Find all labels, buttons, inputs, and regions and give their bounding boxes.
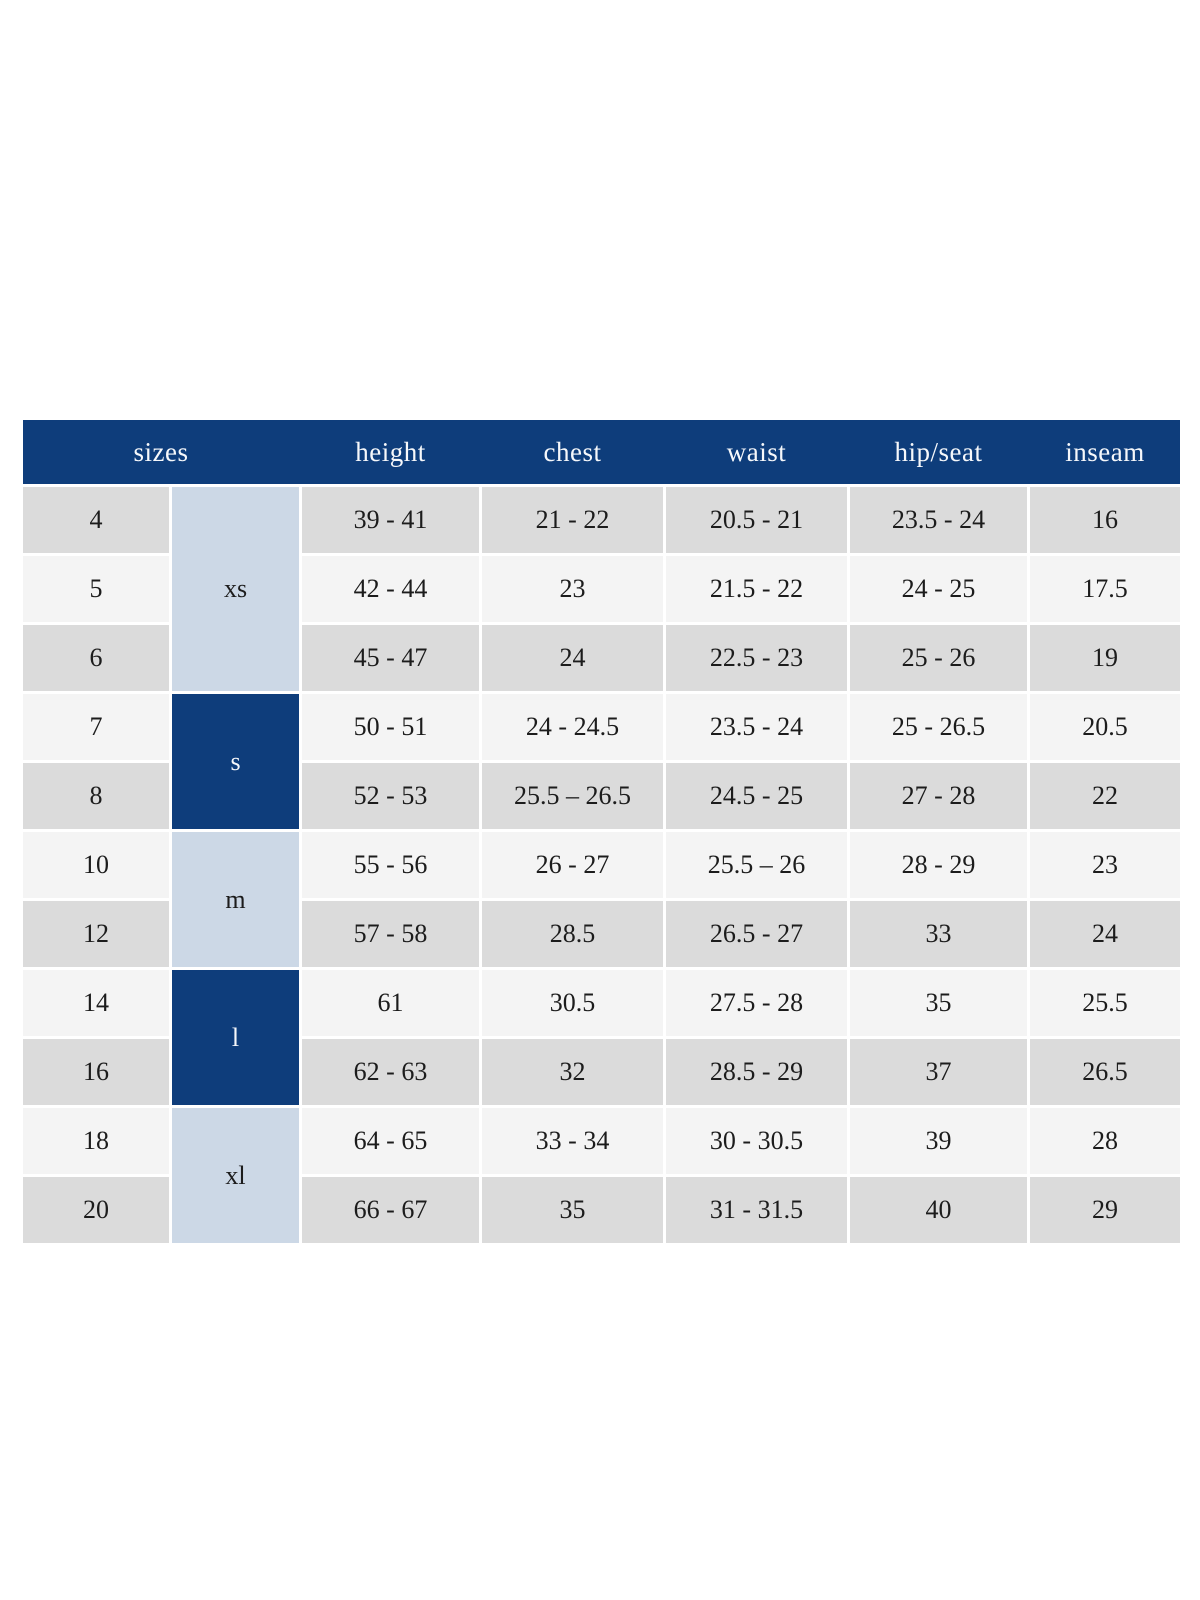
cell-waist: 27.5 - 28 — [666, 970, 847, 1036]
cell-chest: 30.5 — [482, 970, 663, 1036]
cell-inseam: 16 — [1030, 487, 1180, 553]
cell-inseam: 17.5 — [1030, 556, 1180, 622]
cell-chest: 24 — [482, 625, 663, 691]
cell-hip-seat: 37 — [850, 1039, 1027, 1105]
cell-size: 8 — [23, 763, 169, 829]
cell-size: 14 — [23, 970, 169, 1036]
size-chart-table: sizes height chest waist hip/seat inseam… — [23, 420, 1180, 1243]
cell-height: 52 - 53 — [302, 763, 479, 829]
cell-size: 16 — [23, 1039, 169, 1105]
cell-height: 55 - 56 — [302, 832, 479, 898]
cell-hip-seat: 24 - 25 — [850, 556, 1027, 622]
cell-inseam: 25.5 — [1030, 970, 1180, 1036]
size-group-cell-m: m — [172, 832, 299, 967]
cell-chest: 24 - 24.5 — [482, 694, 663, 760]
cell-chest: 28.5 — [482, 901, 663, 967]
cell-waist: 25.5 – 26 — [666, 832, 847, 898]
cell-chest: 21 - 22 — [482, 487, 663, 553]
size-group-cell-xs: xs — [172, 487, 299, 691]
cell-chest: 25.5 – 26.5 — [482, 763, 663, 829]
cell-hip-seat: 33 — [850, 901, 1027, 967]
cell-height: 39 - 41 — [302, 487, 479, 553]
cell-waist: 23.5 - 24 — [666, 694, 847, 760]
table-header-grid: sizes height chest waist hip/seat inseam — [23, 420, 1180, 484]
cell-size: 12 — [23, 901, 169, 967]
size-group-cell-l: l — [172, 970, 299, 1105]
cell-inseam: 23 — [1030, 832, 1180, 898]
cell-size: 18 — [23, 1108, 169, 1174]
cell-height: 50 - 51 — [302, 694, 479, 760]
cell-waist: 31 - 31.5 — [666, 1177, 847, 1243]
column-header-height: height — [355, 436, 426, 467]
cell-size: 20 — [23, 1177, 169, 1243]
cell-height: 66 - 67 — [302, 1177, 479, 1243]
cell-height: 64 - 65 — [302, 1108, 479, 1174]
cell-waist: 24.5 - 25 — [666, 763, 847, 829]
cell-waist: 26.5 - 27 — [666, 901, 847, 967]
cell-size: 6 — [23, 625, 169, 691]
cell-chest: 33 - 34 — [482, 1108, 663, 1174]
size-group-cell-xl: xl — [172, 1108, 299, 1243]
cell-height: 61 — [302, 970, 479, 1036]
size-group-cell-s: s — [172, 694, 299, 829]
cell-hip-seat: 28 - 29 — [850, 832, 1027, 898]
column-header-waist: waist — [726, 436, 787, 467]
cell-size: 4 — [23, 487, 169, 553]
column-header-sizes: sizes — [133, 436, 189, 467]
table-header-row: sizes height chest waist hip/seat inseam — [23, 420, 1180, 484]
cell-hip-seat: 40 — [850, 1177, 1027, 1243]
cell-inseam: 19 — [1030, 625, 1180, 691]
cell-chest: 35 — [482, 1177, 663, 1243]
cell-chest: 32 — [482, 1039, 663, 1105]
cell-hip-seat: 35 — [850, 970, 1027, 1036]
cell-hip-seat: 25 - 26 — [850, 625, 1027, 691]
column-header-inseam: inseam — [1065, 436, 1145, 467]
column-header-hip-seat: hip/seat — [894, 436, 983, 467]
cell-size: 7 — [23, 694, 169, 760]
cell-height: 45 - 47 — [302, 625, 479, 691]
cell-height: 42 - 44 — [302, 556, 479, 622]
cell-waist: 22.5 - 23 — [666, 625, 847, 691]
cell-waist: 30 - 30.5 — [666, 1108, 847, 1174]
cell-inseam: 29 — [1030, 1177, 1180, 1243]
cell-waist: 20.5 - 21 — [666, 487, 847, 553]
cell-hip-seat: 39 — [850, 1108, 1027, 1174]
cell-inseam: 28 — [1030, 1108, 1180, 1174]
cell-hip-seat: 23.5 - 24 — [850, 487, 1027, 553]
cell-chest: 23 — [482, 556, 663, 622]
cell-height: 57 - 58 — [302, 901, 479, 967]
cell-waist: 21.5 - 22 — [666, 556, 847, 622]
cell-inseam: 24 — [1030, 901, 1180, 967]
cell-waist: 28.5 - 29 — [666, 1039, 847, 1105]
cell-hip-seat: 27 - 28 — [850, 763, 1027, 829]
cell-inseam: 20.5 — [1030, 694, 1180, 760]
column-header-chest: chest — [543, 436, 602, 467]
cell-inseam: 26.5 — [1030, 1039, 1180, 1105]
cell-chest: 26 - 27 — [482, 832, 663, 898]
cell-height: 62 - 63 — [302, 1039, 479, 1105]
cell-hip-seat: 25 - 26.5 — [850, 694, 1027, 760]
cell-size: 10 — [23, 832, 169, 898]
cell-inseam: 22 — [1030, 763, 1180, 829]
cell-size: 5 — [23, 556, 169, 622]
